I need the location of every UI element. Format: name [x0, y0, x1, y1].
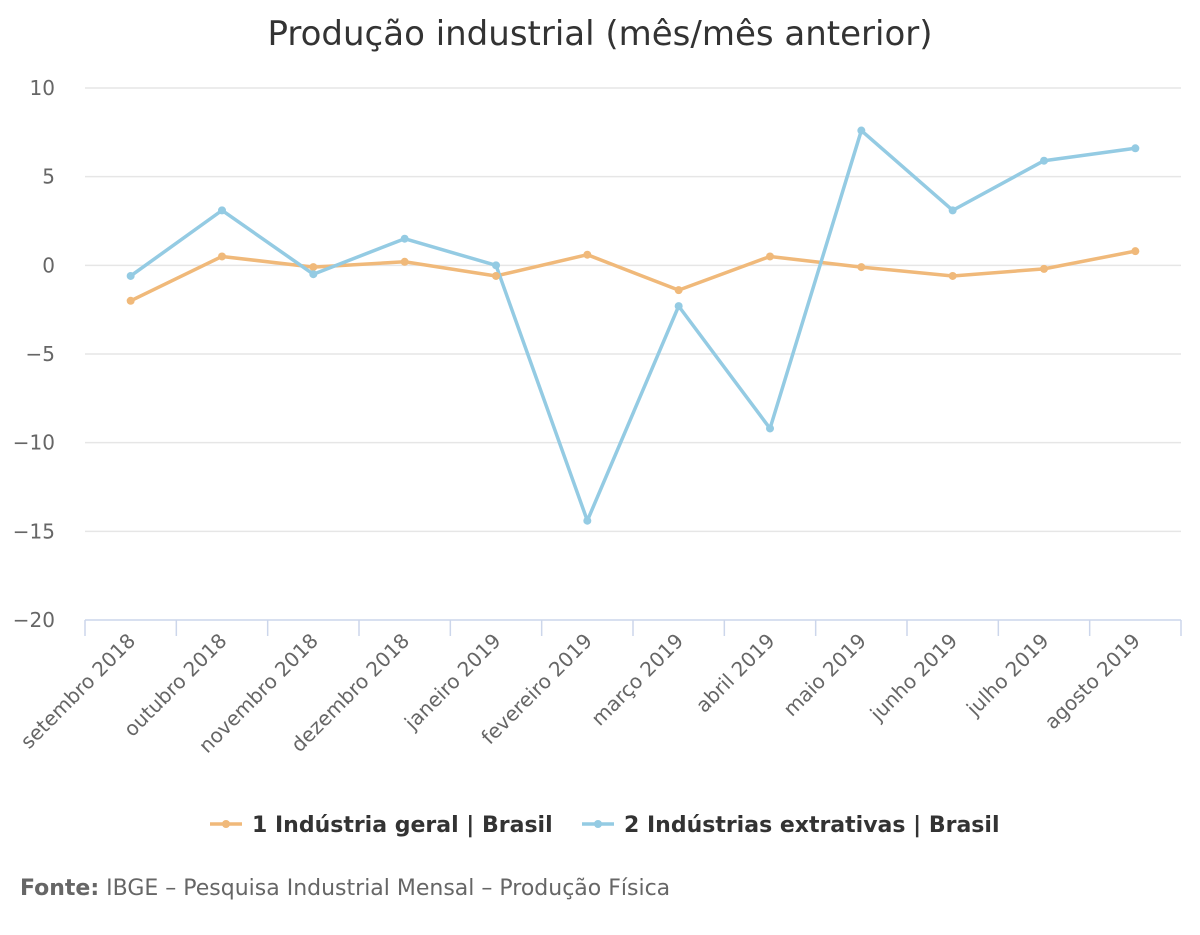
- x-tick-label: março 2019: [586, 629, 688, 731]
- series-layer: [126, 126, 1140, 525]
- data-point[interactable]: [674, 302, 683, 311]
- source-text: IBGE – Pesquisa Industrial Mensal – Prod…: [99, 876, 671, 901]
- legend: 1 Indústria geral | Brasil 2 Indústrias e…: [210, 813, 999, 838]
- legend-item-2[interactable]: 2 Indústrias extrativas | Brasil: [582, 813, 999, 838]
- data-point[interactable]: [492, 271, 500, 280]
- data-point[interactable]: [1131, 247, 1140, 256]
- data-point[interactable]: [766, 252, 774, 261]
- data-point[interactable]: [218, 206, 226, 215]
- y-tick-label: 10: [30, 76, 55, 100]
- x-tick-label: agosto 2019: [1040, 629, 1145, 734]
- grid-layer: [85, 87, 1181, 533]
- data-point[interactable]: [583, 516, 592, 525]
- x-tick-label: abril 2019: [691, 629, 780, 718]
- data-point[interactable]: [492, 261, 500, 270]
- source-note: Fonte: IBGE – Pesquisa Industrial Mensal…: [20, 876, 670, 901]
- chart-title: Produção industrial (mês/mês anterior): [267, 14, 933, 54]
- data-point[interactable]: [309, 263, 318, 272]
- y-axis: 10 5 0 −5 −10 −15 −20: [13, 76, 55, 632]
- legend-label: 1 Indústria geral | Brasil: [252, 813, 553, 838]
- legend-marker-icon: [594, 820, 602, 828]
- legend-marker-icon: [222, 820, 230, 828]
- series-line-2: [128, 128, 1138, 523]
- data-point[interactable]: [857, 263, 866, 272]
- series-line-1: [128, 249, 1138, 303]
- data-point[interactable]: [766, 424, 774, 433]
- x-tick-label: junho 2019: [865, 629, 963, 727]
- data-point[interactable]: [1040, 264, 1048, 273]
- data-point[interactable]: [1040, 156, 1048, 165]
- x-tick-label: julho 2019: [961, 629, 1054, 722]
- data-point[interactable]: [1131, 144, 1140, 153]
- data-point[interactable]: [583, 250, 592, 259]
- y-tick-label: −15: [13, 519, 55, 543]
- data-point[interactable]: [948, 271, 957, 280]
- x-tick-label: maio 2019: [778, 629, 870, 721]
- source-label: Fonte:: [20, 876, 100, 901]
- data-point[interactable]: [126, 271, 135, 280]
- x-tick-label: setembro 2018: [16, 629, 141, 754]
- data-point[interactable]: [126, 296, 135, 305]
- data-point[interactable]: [400, 257, 409, 266]
- y-tick-label: −10: [13, 431, 55, 455]
- y-tick-label: 0: [42, 253, 55, 277]
- legend-item-1[interactable]: 1 Indústria geral | Brasil: [210, 813, 553, 838]
- data-point[interactable]: [948, 206, 957, 215]
- data-point[interactable]: [309, 270, 318, 279]
- data-point[interactable]: [400, 234, 409, 243]
- data-point[interactable]: [218, 252, 226, 261]
- data-point[interactable]: [674, 286, 683, 295]
- data-point[interactable]: [857, 126, 866, 135]
- y-tick-label: −20: [13, 608, 55, 632]
- legend-label: 2 Indústrias extrativas | Brasil: [624, 813, 999, 838]
- y-tick-label: −5: [26, 342, 55, 366]
- y-tick-label: 5: [42, 165, 55, 189]
